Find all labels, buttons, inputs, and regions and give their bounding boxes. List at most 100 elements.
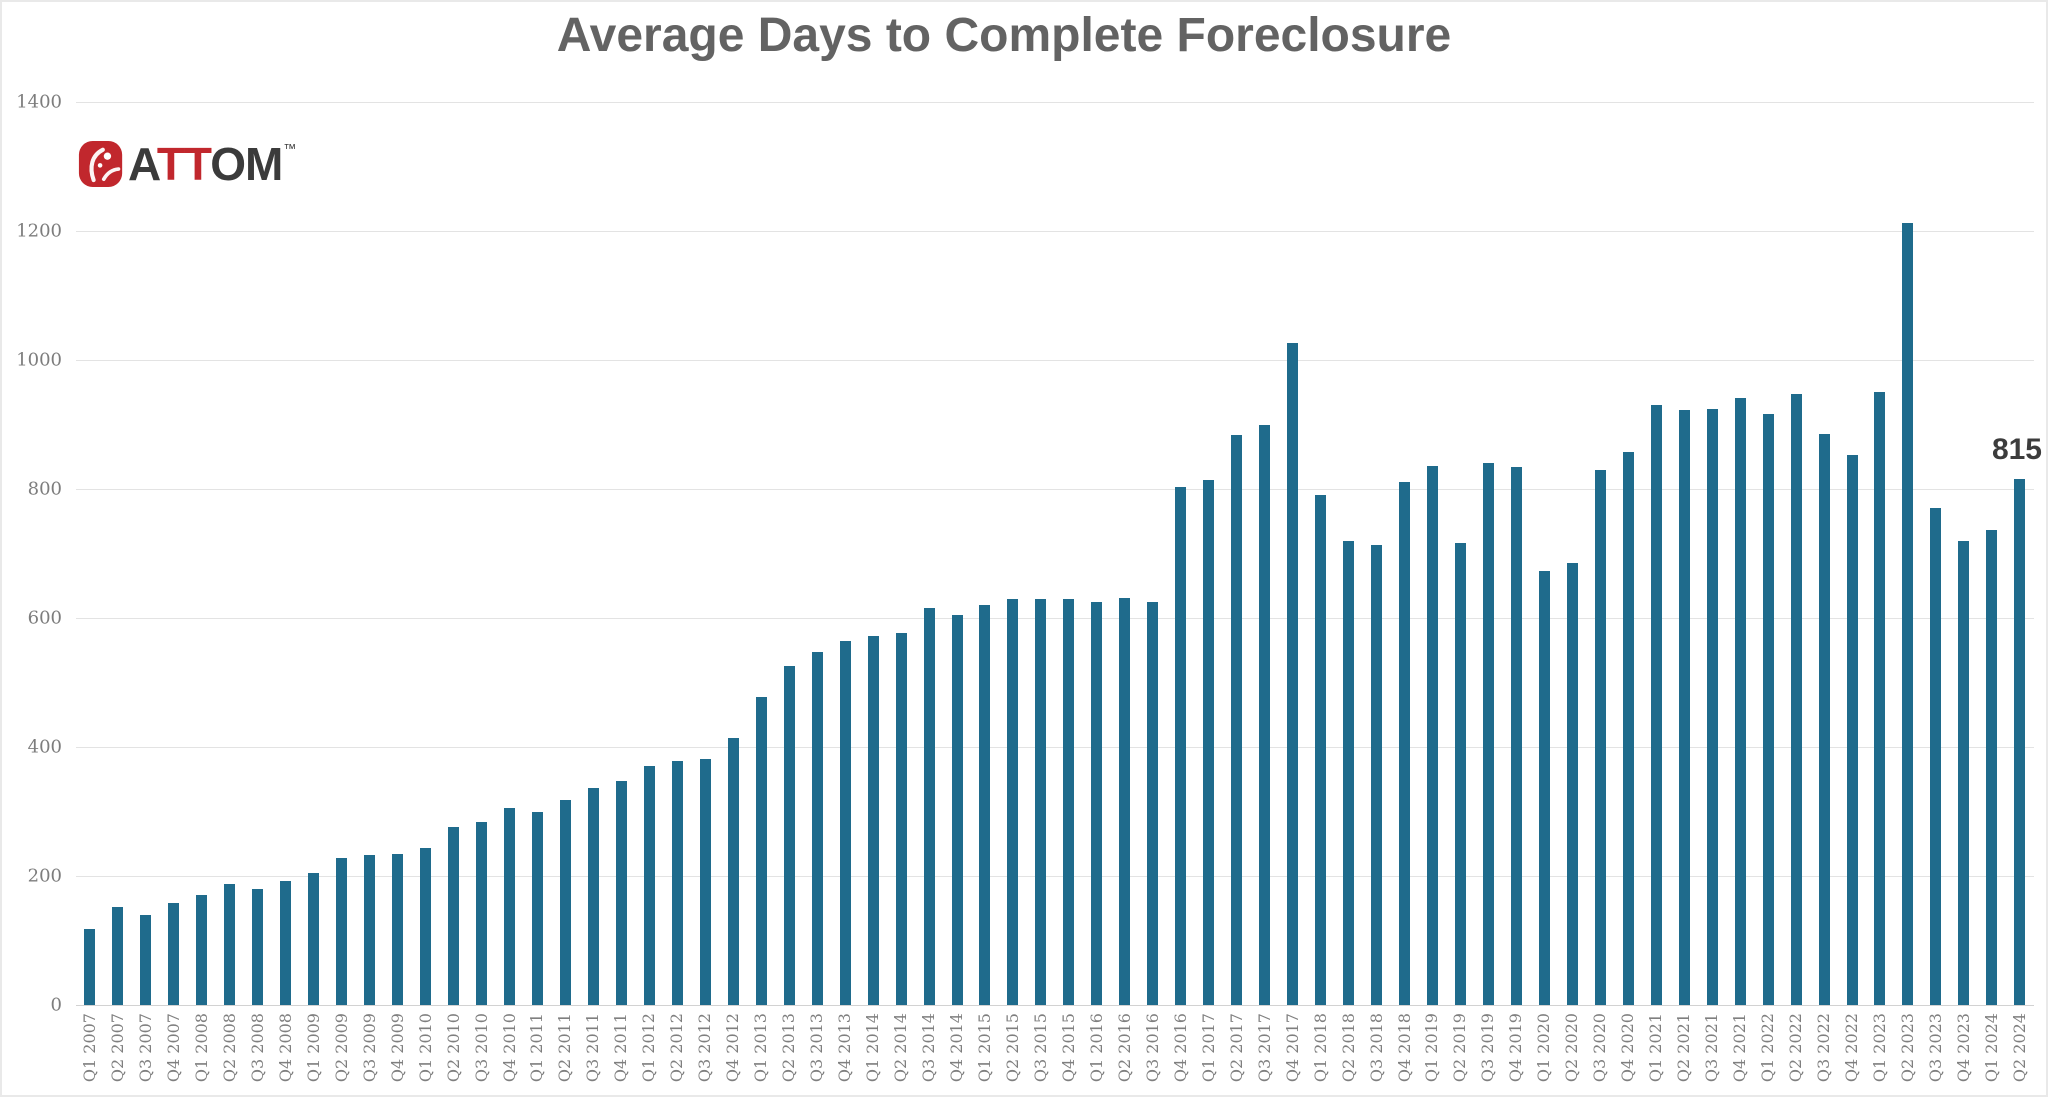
bar-slot: Q3 2021: [1698, 102, 1726, 1082]
x-tick-label: Q1 2018: [1310, 1013, 1330, 1083]
x-tick-label: Q4 2019: [1506, 1013, 1526, 1083]
trademark-symbol: ™: [283, 141, 297, 156]
bar: [1762, 413, 1774, 1005]
x-tick-label: Q4 2007: [163, 1013, 183, 1083]
x-tick-label: Q3 2020: [1590, 1013, 1610, 1083]
bar: [224, 883, 236, 1005]
bar: [1790, 393, 1802, 1005]
y-axis: 0 200 400 600 800 1000 1200 1400: [0, 92, 62, 1016]
bar-slot: Q4 2008: [272, 102, 300, 1082]
bar-slot: Q3 2008: [244, 102, 272, 1082]
bar: [559, 799, 571, 1005]
bar: [727, 737, 739, 1005]
x-tick-label: Q2 2021: [1674, 1013, 1694, 1083]
bar: [1119, 598, 1131, 1005]
bar-slot: Q3 2009: [356, 102, 384, 1082]
x-tick-label: Q4 2016: [1170, 1013, 1190, 1083]
bar-slot: Q2 2019: [1446, 102, 1474, 1082]
x-tick-label: Q3 2007: [135, 1013, 155, 1083]
bar: [1594, 469, 1606, 1005]
bar-slot: Q1 2024: [1978, 102, 2006, 1082]
x-tick-label: Q1 2017: [1198, 1013, 1218, 1083]
x-tick-label: Q4 2015: [1058, 1013, 1078, 1083]
bar: [504, 808, 516, 1005]
bar: [1482, 462, 1494, 1005]
x-tick-label: Q2 2020: [1562, 1013, 1582, 1083]
bar-slot: Q4 2015: [1055, 102, 1083, 1082]
logo-segment: A: [128, 138, 158, 190]
bar: [531, 811, 543, 1005]
bar: [671, 761, 683, 1005]
bar: [839, 641, 851, 1005]
bar-slot: Q2 2008: [216, 102, 244, 1082]
x-tick-label: Q4 2012: [723, 1013, 743, 1083]
bar: [1063, 599, 1075, 1005]
bar-slot: Q4 2020: [1614, 102, 1642, 1082]
bar: [1930, 508, 1942, 1005]
bar-slot: Q1 2023: [1866, 102, 1894, 1082]
bar: [1175, 487, 1187, 1005]
x-tick-label: Q2 2015: [1002, 1013, 1022, 1083]
x-tick-label: Q1 2022: [1758, 1013, 1778, 1083]
x-tick-label: Q3 2018: [1366, 1013, 1386, 1083]
x-tick-label: Q3 2017: [1254, 1013, 1274, 1083]
bar-slot: Q1 2018: [1307, 102, 1335, 1082]
bar: [755, 697, 767, 1005]
bar-slot: Q1 2007: [76, 102, 104, 1082]
bar-slot: Q2 2020: [1558, 102, 1586, 1082]
bar-slot: Q4 2010: [496, 102, 524, 1082]
x-tick-label: Q2 2013: [779, 1013, 799, 1083]
bar: [1902, 223, 1914, 1005]
x-tick-label: Q3 2012: [695, 1013, 715, 1083]
bar: [1538, 570, 1550, 1005]
x-tick-label: Q4 2018: [1394, 1013, 1414, 1083]
bar-slot: Q2 2007: [104, 102, 132, 1082]
x-tick-label: Q2 2023: [1897, 1013, 1917, 1083]
last-bar-value-label: 815: [1991, 433, 2042, 466]
x-tick-label: Q4 2020: [1618, 1013, 1638, 1083]
bar-slot: Q2 2024: [2006, 102, 2034, 1082]
bar: [1734, 398, 1746, 1005]
bar: [1454, 543, 1466, 1005]
bar: [1259, 425, 1271, 1005]
x-tick-label: Q1 2013: [751, 1013, 771, 1083]
bar: [923, 608, 935, 1005]
x-tick-label: Q4 2008: [275, 1013, 295, 1083]
x-tick-label: Q4 2022: [1842, 1013, 1862, 1083]
bar: [336, 857, 348, 1005]
bar: [196, 894, 208, 1005]
bar: [2014, 479, 2026, 1005]
bar-slot: Q2 2015: [999, 102, 1027, 1082]
bar: [1426, 466, 1438, 1005]
x-tick-label: Q3 2013: [807, 1013, 827, 1083]
x-tick-label: Q3 2009: [359, 1013, 379, 1083]
x-tick-label: Q1 2023: [1869, 1013, 1889, 1083]
x-tick-label: Q3 2011: [583, 1013, 603, 1083]
bar: [895, 632, 907, 1005]
bar: [1650, 405, 1662, 1005]
bar-slot: Q4 2018: [1391, 102, 1419, 1082]
bar-slot: Q1 2016: [1083, 102, 1111, 1082]
bar-slot: Q4 2022: [1838, 102, 1866, 1082]
y-tick-label: 400: [27, 736, 62, 758]
bar-slot: Q3 2012: [691, 102, 719, 1082]
bar: [448, 826, 460, 1005]
x-tick-label: Q2 2012: [667, 1013, 687, 1083]
x-tick-label: Q1 2016: [1086, 1013, 1106, 1083]
bar: [1007, 599, 1019, 1005]
bar-slot: Q3 2023: [1922, 102, 1950, 1082]
x-tick-label: Q4 2017: [1282, 1013, 1302, 1083]
x-tick-label: Q3 2021: [1702, 1013, 1722, 1083]
bar: [615, 780, 627, 1005]
bar-slot: Q2 2009: [328, 102, 356, 1082]
bar: [1846, 455, 1858, 1005]
bar-slot: Q2 2012: [663, 102, 691, 1082]
x-tick-label: Q4 2013: [835, 1013, 855, 1083]
x-tick-label: Q4 2009: [387, 1013, 407, 1083]
y-tick-label: 1200: [16, 220, 62, 242]
bar-slot: Q4 2023: [1950, 102, 1978, 1082]
logo-segment: TT: [156, 138, 211, 190]
bar: [1035, 598, 1047, 1005]
x-tick-label: Q4 2011: [611, 1013, 631, 1083]
bar-slot: Q3 2017: [1251, 102, 1279, 1082]
